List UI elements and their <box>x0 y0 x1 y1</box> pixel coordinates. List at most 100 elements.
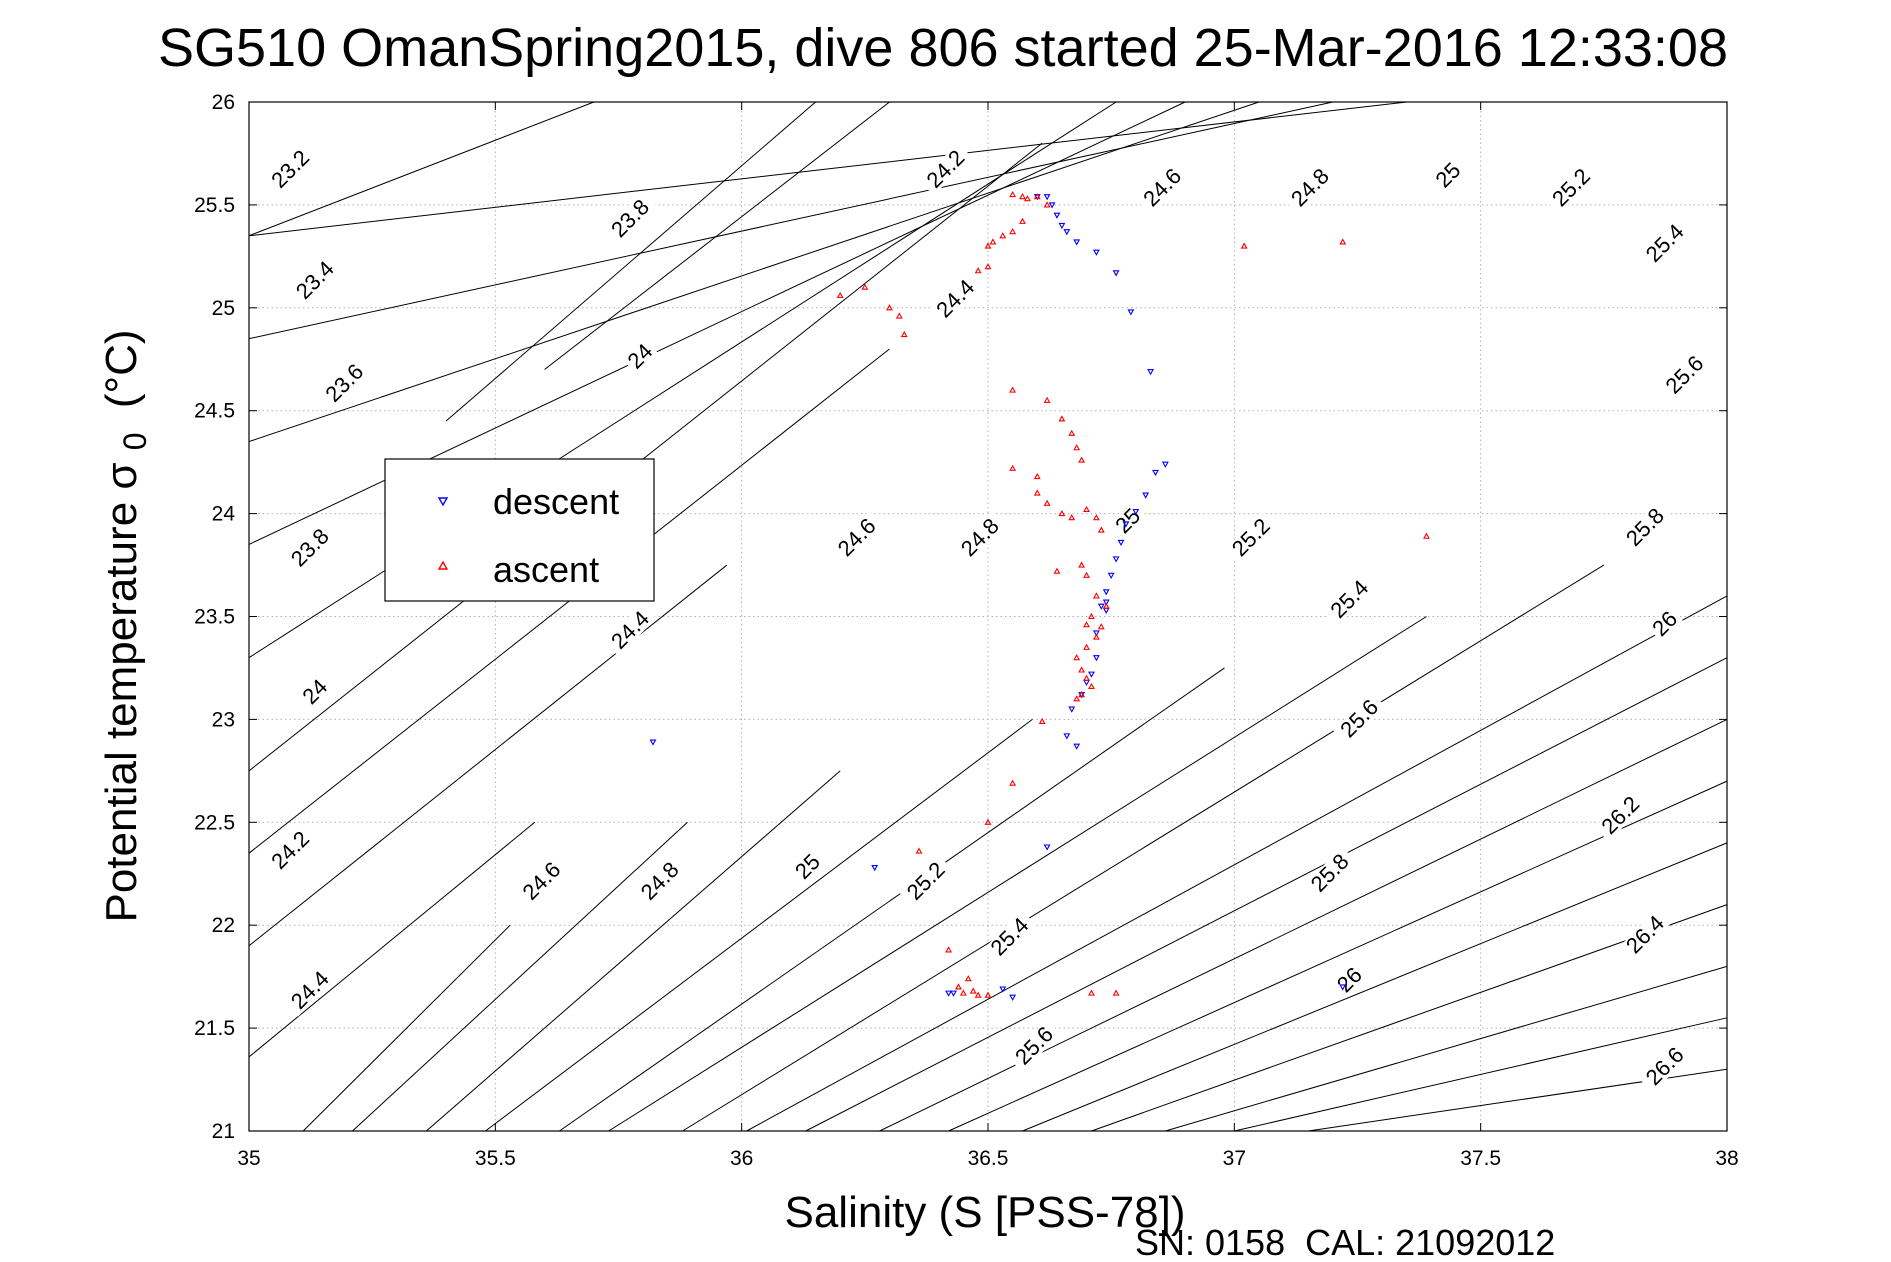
descent-point <box>1097 603 1105 610</box>
ascent-point <box>1019 217 1026 224</box>
density-contour-line <box>1165 965 1728 1132</box>
ascent-point <box>1092 592 1100 599</box>
contour-label-bg <box>929 272 982 325</box>
ascent-point <box>900 330 908 338</box>
density-contour-line <box>248 142 1043 772</box>
contour-label-bg <box>1323 573 1376 626</box>
serial-calibration-footer: SN: 0158 CAL: 21092012 <box>1135 1222 1555 1262</box>
density-contour-line <box>559 667 1225 1132</box>
contour-label-bg <box>954 511 1007 564</box>
density-contour-line <box>682 564 1605 1132</box>
ascent-point <box>1088 989 1095 996</box>
density-contour-label: 23.2 <box>264 142 317 196</box>
contour-label-bg <box>790 849 826 885</box>
ascent-point <box>1073 444 1081 451</box>
y-tick-label: 21 <box>212 1120 235 1143</box>
descent-point <box>1147 369 1155 376</box>
density-contour-label: 25.2 <box>899 855 953 908</box>
svg-text:Potential temperature σ: Potential temperature σ 0 (°C) <box>97 329 156 922</box>
ascent-point <box>984 242 992 249</box>
ascent-point <box>1083 571 1090 578</box>
contour-label-bg <box>1619 908 1672 961</box>
density-contour-label: 26.4 <box>1619 908 1672 961</box>
ascent-point <box>964 975 972 982</box>
descent-point <box>1092 249 1100 256</box>
contour-label-bg <box>1008 1019 1061 1073</box>
contour-label-bg <box>919 142 972 196</box>
ascent-point <box>1339 238 1347 245</box>
legend-descent-label: descent <box>493 481 619 522</box>
contour-label-bg <box>1332 962 1368 998</box>
density-contour-label: 26 <box>1332 962 1368 998</box>
y-axis-label-main: Potential temperature σ <box>97 462 146 922</box>
contour-label-text: 25 <box>1430 157 1465 192</box>
ascent-point <box>969 987 977 994</box>
ascent-point <box>1083 643 1090 650</box>
ascent-point <box>1038 717 1046 725</box>
descent-point <box>1339 984 1347 991</box>
grid-lines <box>248 101 1728 1132</box>
ascent-point <box>886 304 893 311</box>
descent-point <box>1107 572 1115 579</box>
contour-label-bg <box>297 674 333 710</box>
density-contour-label: 26.2 <box>1594 789 1647 842</box>
density-contour-label: 24.2 <box>919 142 972 196</box>
contour-label-bg <box>1658 348 1711 402</box>
contour-label-bg <box>622 338 658 375</box>
contour-label-bg <box>1619 501 1672 554</box>
data-points <box>649 190 1430 1001</box>
descent-point <box>950 990 957 997</box>
contour-label-bg <box>1430 157 1466 193</box>
ascent-point <box>861 283 869 290</box>
descent-point <box>1127 309 1135 316</box>
contour-label-text: 24 <box>622 339 657 374</box>
contour-label-bg <box>1333 692 1386 745</box>
density-contour-label: 25.4 <box>983 910 1036 963</box>
ascent-point <box>1043 396 1051 403</box>
descent-point <box>1092 655 1100 662</box>
ascent-point <box>1058 415 1066 422</box>
density-contour-line <box>1234 1017 1728 1132</box>
density-contour-line <box>485 719 1033 1132</box>
density-contour-label: 23.8 <box>604 192 657 245</box>
ascent-point <box>1078 666 1086 673</box>
ascent-point <box>1023 195 1031 202</box>
x-tick-label: 35.5 <box>475 1147 516 1170</box>
x-axis-label: Salinity (S [PSS-78]) <box>784 1188 1185 1237</box>
descent-point <box>1068 706 1076 713</box>
density-contour-line <box>248 101 1333 340</box>
ascent-point <box>984 263 992 270</box>
descent-point <box>1009 994 1017 1001</box>
ascent-point <box>1092 514 1100 521</box>
x-tick-label: 38 <box>1715 1147 1738 1170</box>
descent-point <box>1152 469 1159 477</box>
density-contour-label: 24.6 <box>515 855 568 908</box>
y-tick-label: 26 <box>212 91 235 114</box>
x-tick-label: 35 <box>237 1147 260 1170</box>
descent-point <box>1161 461 1169 468</box>
contour-label-bg <box>1284 161 1337 214</box>
ascent-point <box>1009 228 1017 235</box>
y-tick-label: 22.5 <box>194 811 235 834</box>
contour-label-bg <box>264 824 317 877</box>
density-contour-label: 24.6 <box>830 511 884 564</box>
ascent-point <box>1078 561 1086 568</box>
density-contour-line <box>1022 842 1728 1132</box>
density-contour-label: 24 <box>622 338 658 375</box>
y-tick-label: 25 <box>212 297 235 320</box>
ascent-point <box>1240 242 1248 249</box>
contour-label-bg <box>604 192 657 245</box>
descent-point <box>649 739 657 746</box>
descent-point <box>1073 239 1081 246</box>
descent-point <box>1117 539 1125 547</box>
density-contour-label: 24.6 <box>1136 161 1189 214</box>
contour-label-bg <box>264 142 317 196</box>
descent-point <box>1112 270 1120 277</box>
contour-label-bg <box>515 855 568 908</box>
ascent-point <box>1009 190 1017 198</box>
contour-label-bg <box>983 910 1036 963</box>
ascent-point <box>984 818 992 825</box>
legend-ascent-label: ascent <box>493 549 599 590</box>
ascent-point <box>1088 612 1095 620</box>
